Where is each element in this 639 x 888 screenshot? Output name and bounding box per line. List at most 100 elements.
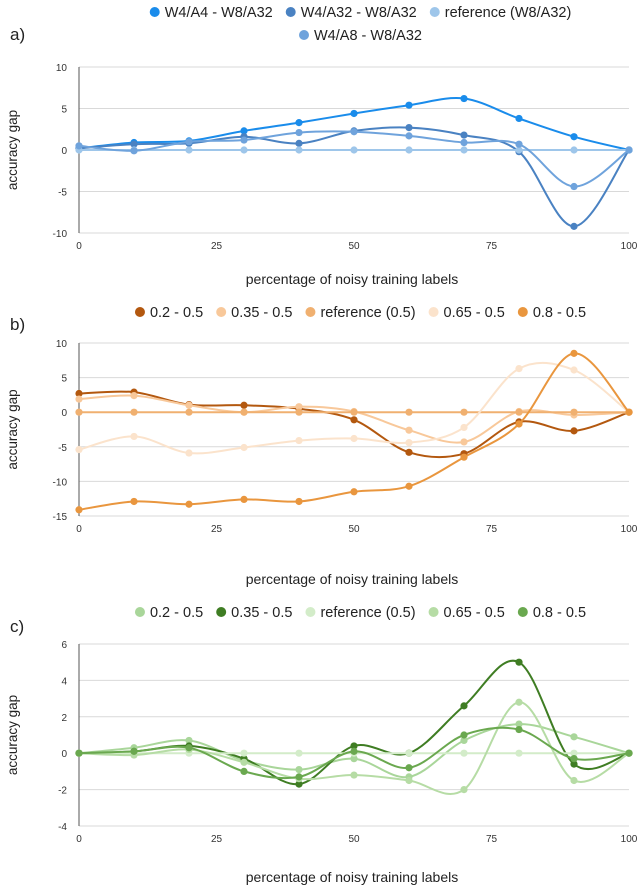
- data-point: [350, 408, 358, 416]
- data-point: [515, 658, 523, 666]
- y-tick-label: 5: [61, 374, 67, 385]
- legend-label: reference (W8/A32): [445, 5, 572, 21]
- legend-label: 0.35 - 0.5: [231, 605, 292, 621]
- x-tick-label: 50: [348, 834, 360, 845]
- x-tick-label: 25: [211, 524, 223, 535]
- y-axis-label: accuracy gap: [5, 389, 20, 469]
- data-point: [460, 94, 468, 103]
- data-point: [460, 423, 468, 432]
- y-tick-label: -2: [58, 786, 67, 797]
- x-tick-label: 75: [486, 241, 498, 252]
- data-point: [185, 500, 193, 508]
- data-point: [185, 138, 193, 146]
- legend-marker: [134, 607, 145, 617]
- data-point: [405, 749, 413, 757]
- legend-label: 0.8 - 0.5: [533, 605, 586, 621]
- legend-item: 0.2 - 0.5: [134, 305, 203, 321]
- data-point: [460, 731, 468, 739]
- y-tick-labels: 10 5 0 -5 -10: [53, 63, 68, 240]
- data-point: [515, 698, 523, 706]
- legend-marker: [216, 307, 227, 317]
- y-tick-label: -15: [53, 512, 68, 523]
- data-point: [130, 140, 138, 148]
- legend-item: W4/A32 - W8/A32: [285, 5, 417, 21]
- data-point: [295, 146, 303, 154]
- data-point: [570, 755, 578, 763]
- data-point: [515, 146, 523, 154]
- data-point: [460, 438, 468, 446]
- legend-label: 0.2 - 0.5: [150, 305, 203, 321]
- x-tick-label: 50: [348, 241, 360, 252]
- series-2: [75, 123, 633, 230]
- x-tick-label: 25: [211, 834, 223, 845]
- legend-item: 0.35 - 0.5: [216, 305, 292, 321]
- data-point: [350, 755, 358, 763]
- x-tick-label: 50: [348, 524, 360, 535]
- data-point: [570, 366, 578, 374]
- legend-item: 0.8 - 0.5: [517, 305, 586, 321]
- legend-item: W4/A8 - W8/A32: [299, 28, 422, 44]
- data-point: [240, 767, 248, 776]
- data-point: [130, 747, 138, 755]
- data-point: [240, 758, 248, 766]
- legend-item: reference (0.5): [305, 605, 416, 621]
- legend: 0.2 - 0.5 0.35 - 0.5 reference (0.5) 0.65 -…: [134, 305, 586, 321]
- data-point: [460, 138, 468, 147]
- legend-marker: [216, 607, 227, 617]
- data-point: [405, 439, 413, 447]
- data-point: [405, 764, 413, 772]
- data-point: [625, 146, 633, 154]
- x-axis-label: percentage of noisy training labels: [246, 571, 458, 587]
- data-point: [295, 749, 303, 757]
- y-tick-labels: 10 5 0 -5 -10 -15: [53, 339, 68, 523]
- x-tick-label: 0: [76, 834, 82, 845]
- data-point: [240, 401, 248, 409]
- x-tick-label: 75: [486, 524, 498, 535]
- panel-label: c): [10, 617, 24, 636]
- y-tick-label: 5: [61, 105, 67, 116]
- data-point: [570, 146, 578, 154]
- data-point: [75, 142, 83, 150]
- x-tick-labels: 0 25 50 75 100: [76, 241, 638, 252]
- y-tick-label: 0: [61, 146, 67, 157]
- data-point: [240, 127, 248, 135]
- legend-label: 0.65 - 0.5: [444, 305, 505, 321]
- series-2: [75, 658, 633, 788]
- data-point: [570, 182, 578, 191]
- data-point: [75, 395, 83, 403]
- series-3: [75, 408, 633, 416]
- legend-marker: [305, 607, 316, 617]
- series-4: [75, 128, 633, 191]
- data-point: [350, 416, 358, 424]
- data-point: [460, 408, 468, 416]
- legend-marker: [428, 307, 439, 317]
- data-point: [295, 436, 303, 445]
- data-point: [130, 147, 138, 155]
- x-tick-labels: 0 25 50 75 100: [76, 524, 638, 535]
- legend-label: W4/A8 - W8/A32: [314, 28, 422, 44]
- data-point: [240, 495, 248, 503]
- data-point: [515, 725, 523, 734]
- data-point: [570, 222, 578, 230]
- legend-marker: [517, 307, 528, 317]
- y-tick-label: -10: [53, 477, 68, 488]
- data-point: [130, 391, 138, 400]
- data-point: [295, 780, 303, 788]
- data-point: [295, 765, 303, 774]
- legend-marker: [149, 7, 160, 17]
- data-point: [460, 131, 468, 139]
- data-point: [295, 773, 303, 781]
- legend: 0.2 - 0.5 0.35 - 0.5 reference (0.5) 0.65 -…: [134, 605, 586, 621]
- series-line: [78, 659, 630, 786]
- data-point: [570, 427, 578, 435]
- legend-item: reference (W8/A32): [429, 5, 572, 21]
- legend-marker: [299, 30, 310, 40]
- legend-label: W4/A4 - W8/A32: [165, 5, 273, 21]
- data-point: [240, 136, 248, 144]
- series-line: [78, 352, 630, 511]
- x-tick-label: 100: [621, 524, 638, 535]
- data-point: [570, 749, 578, 757]
- legend-marker: [305, 307, 316, 317]
- data-point: [625, 408, 633, 416]
- legend-item: 0.65 - 0.5: [428, 605, 505, 621]
